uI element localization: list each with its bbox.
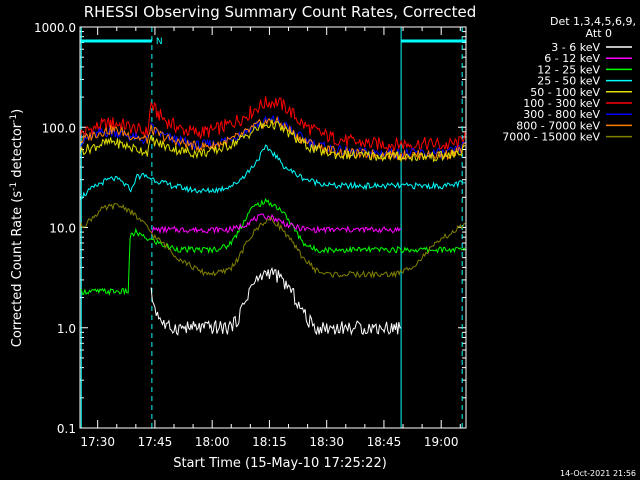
x-tick-label: 17:30 <box>80 435 115 449</box>
y-tick-label: 1.0 <box>57 322 76 336</box>
y-axis-label-part-2: detector <box>10 122 25 182</box>
legend-label: 7000 - 15000 keV <box>502 131 600 144</box>
x-tick-label: 19:00 <box>424 435 459 449</box>
x-tick-label: 17:45 <box>138 435 173 449</box>
y-axis-label: Corrected Count Rate (s-1 detector-1) <box>9 109 25 347</box>
y-tick-label: 0.1 <box>57 422 76 436</box>
x-axis-label: Start Time (15-May-10 17:25:22) <box>173 456 387 471</box>
chart-title: RHESSI Observing Summary Count Rates, Co… <box>84 3 477 21</box>
y-axis-label-part-1: Corrected Count Rate (s <box>10 191 25 348</box>
x-tick-label: 18:00 <box>195 435 230 449</box>
series-line-s0_3_6 <box>150 266 402 336</box>
night-label: N <box>156 37 163 47</box>
series-line-s8_7000_15000 <box>79 203 466 279</box>
y-axis-label-sup-2: -1 <box>9 114 19 123</box>
series-line-s3_25_50 <box>79 144 466 201</box>
legend-label: 12 - 25 keV <box>537 63 600 76</box>
series-line-s4_50_100 <box>79 119 466 163</box>
legend-label: 300 - 800 keV <box>523 108 600 121</box>
x-tick-label: 18:30 <box>309 435 344 449</box>
x-tick-label: 18:15 <box>252 435 287 449</box>
y-tick-label: 1000.0 <box>34 21 76 35</box>
y-axis-label-part-3: ) <box>10 109 25 114</box>
plot-frame <box>79 26 467 429</box>
x-tick-label: 18:45 <box>367 435 402 449</box>
series-line-s1_6_12 <box>151 213 402 235</box>
legend-label: 800 - 7000 keV <box>516 119 600 132</box>
y-tick-label: 100.0 <box>42 121 76 135</box>
legend-label: 25 - 50 keV <box>537 75 600 88</box>
legend-label: 100 - 300 keV <box>523 97 600 110</box>
series-line-s5_100_300 <box>79 96 466 152</box>
series-line-s7_800_7000 <box>79 115 466 162</box>
y-tick-label: 10.0 <box>49 222 76 236</box>
legend-header-line-1: Det 1,3,4,5,6,9, <box>550 15 636 28</box>
legend-label: 6 - 12 keV <box>544 52 600 65</box>
legend-label: 3 - 6 keV <box>551 41 600 54</box>
legend-label: 50 - 100 keV <box>530 86 600 99</box>
footer-date: 14-Oct-2021 21:56 <box>560 469 636 478</box>
legend-header-line-2: Att 0 <box>586 27 612 40</box>
y-axis-label-sup-1: -1 <box>9 182 19 191</box>
plot-area: 1000.0 100.0 10.0 1.0 0.1 17:30 17:45 18:00 18:1… <box>34 21 467 449</box>
series-line-s2_12_25 <box>79 197 466 296</box>
